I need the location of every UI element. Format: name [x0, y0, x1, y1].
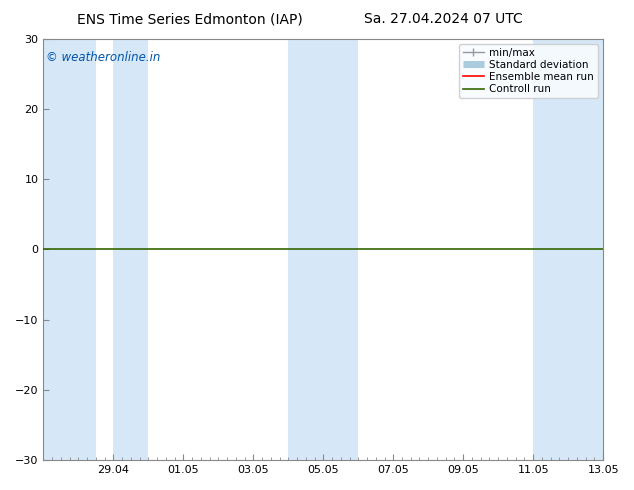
Legend: min/max, Standard deviation, Ensemble mean run, Controll run: min/max, Standard deviation, Ensemble me…: [459, 44, 598, 98]
Text: © weatheronline.in: © weatheronline.in: [46, 51, 160, 64]
Bar: [533, 39, 621, 460]
Bar: [113, 39, 148, 460]
Text: ENS Time Series Edmonton (IAP): ENS Time Series Edmonton (IAP): [77, 12, 303, 26]
Text: Sa. 27.04.2024 07 UTC: Sa. 27.04.2024 07 UTC: [365, 12, 523, 26]
Bar: [288, 39, 358, 460]
Bar: [43, 39, 96, 460]
